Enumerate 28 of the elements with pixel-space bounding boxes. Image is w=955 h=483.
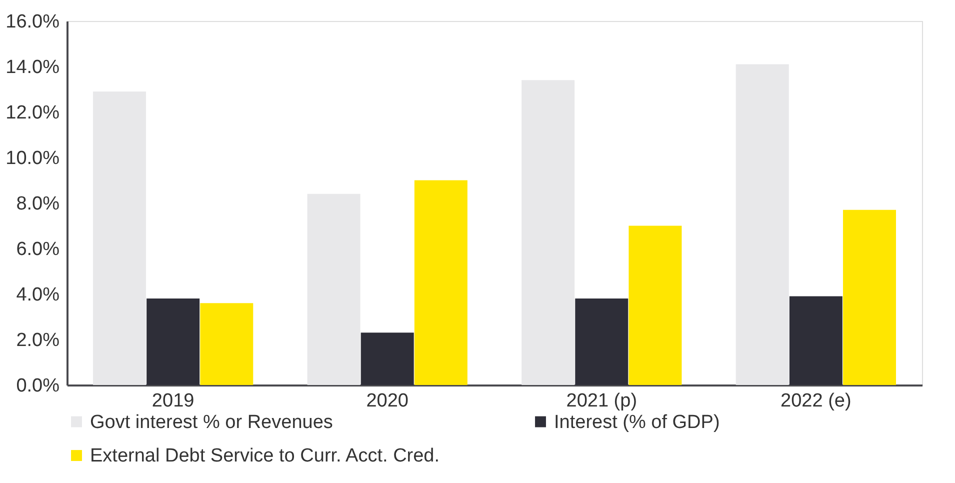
y-tick-label: 14.0%: [6, 57, 60, 78]
x-tick-label: 2019: [152, 390, 194, 412]
legend-label: External Debt Service to Curr. Acct. Cred.: [90, 446, 440, 466]
legend-label: Govt interest % or Revenues: [90, 412, 333, 433]
y-tick-label: 0.0%: [16, 376, 60, 396]
bar: [146, 298, 200, 385]
bar: [414, 180, 468, 385]
legend-label: Interest (% of GDP): [554, 412, 720, 433]
bar: [200, 303, 254, 385]
bar: [522, 80, 575, 385]
y-tick-label: 16.0%: [6, 12, 60, 32]
bar: [736, 64, 789, 385]
x-tick-label: 2021 (p): [566, 390, 638, 412]
y-tick-label: 10.0%: [6, 148, 60, 169]
y-tick-label: 6.0%: [16, 239, 60, 260]
bar: [307, 194, 360, 385]
bar: [789, 296, 842, 385]
y-tick-label: 8.0%: [16, 194, 60, 214]
bar: [360, 332, 414, 385]
x-tick-label: 2020: [366, 390, 408, 412]
bar: [93, 92, 146, 385]
bar: [843, 210, 896, 385]
y-tick-label: 12.0%: [6, 102, 60, 124]
y-tick-label: 2.0%: [16, 330, 60, 351]
bar: [628, 226, 682, 385]
x-tick-label: 2022 (e): [780, 390, 852, 412]
y-tick-label: 4.0%: [16, 284, 60, 306]
bar: [575, 298, 628, 385]
